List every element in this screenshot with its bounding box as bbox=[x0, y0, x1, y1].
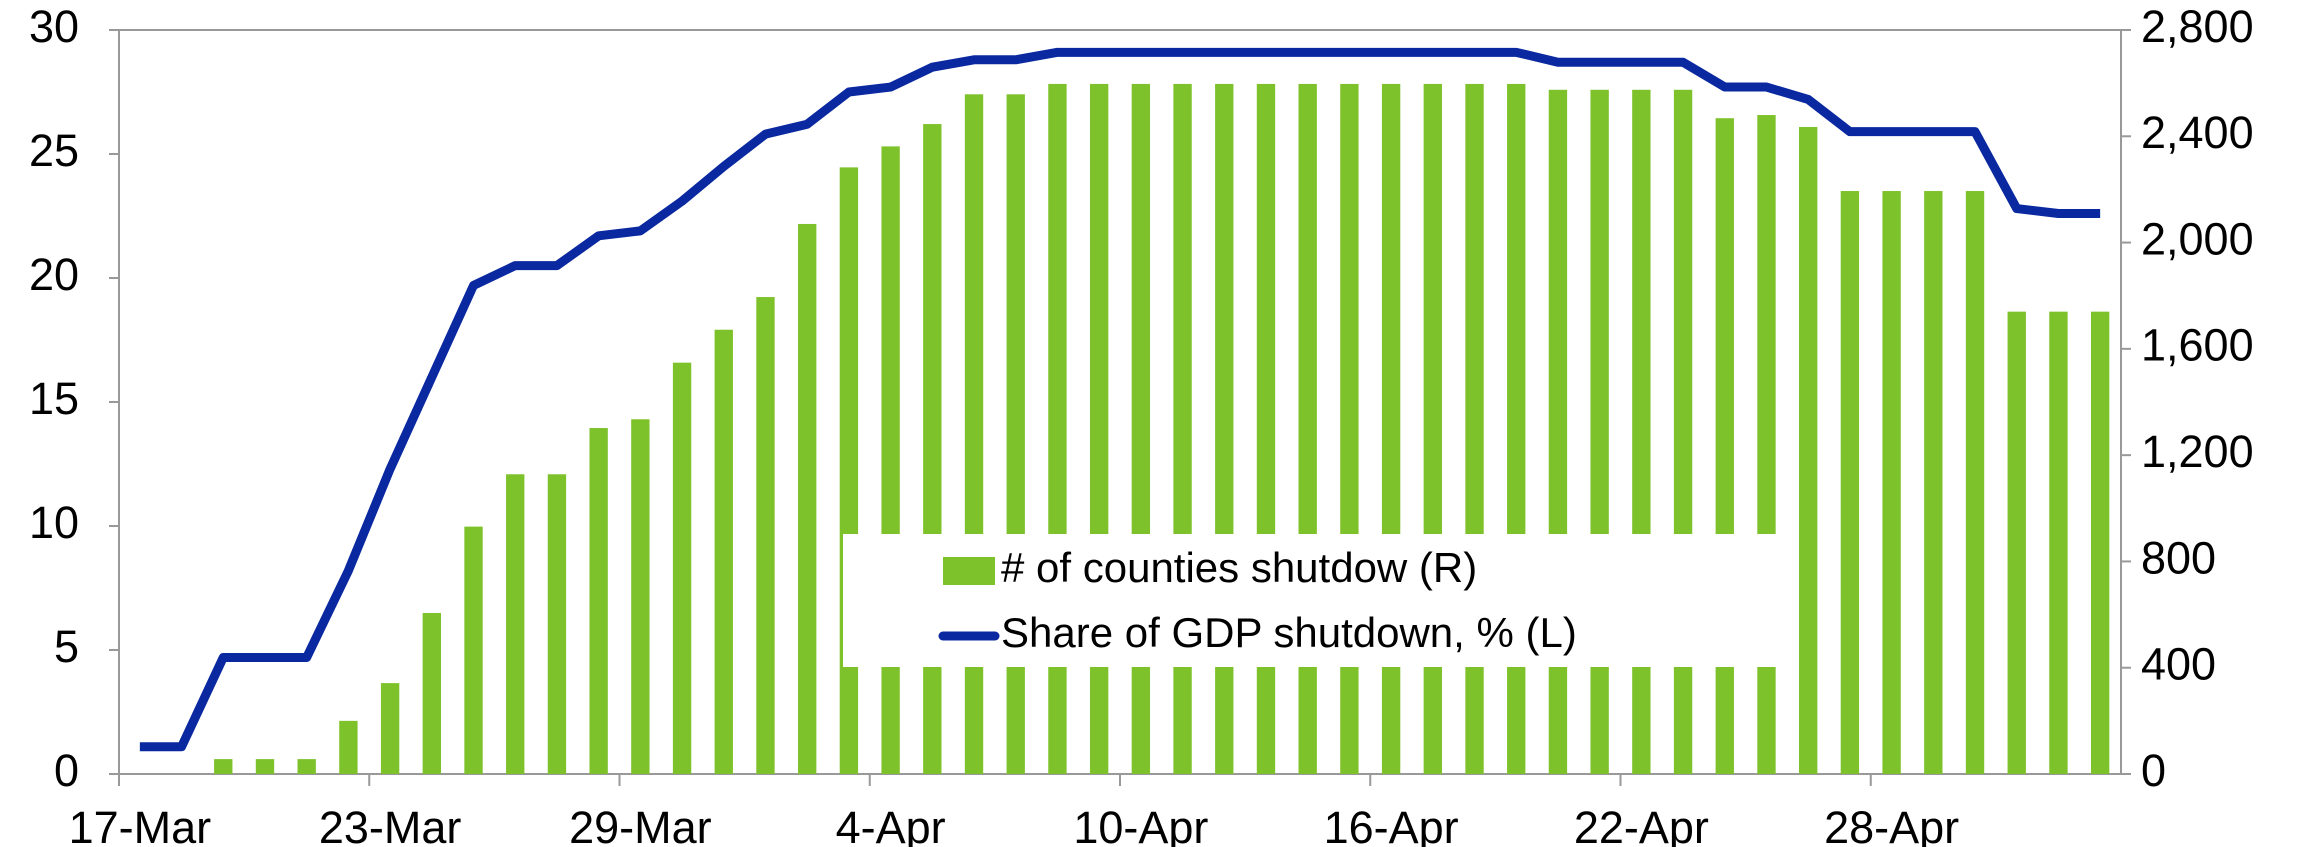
bar bbox=[1757, 115, 1776, 775]
x-tick-label: 28-Apr bbox=[1824, 802, 1959, 847]
bar bbox=[1465, 83, 1484, 774]
bar bbox=[1256, 83, 1276, 774]
bar bbox=[1715, 118, 1734, 774]
bar bbox=[2090, 311, 2110, 774]
bar bbox=[1632, 89, 1651, 775]
y2-tick-label: 400 bbox=[2141, 639, 2216, 690]
bar bbox=[214, 759, 233, 774]
y-tick-label: 10 bbox=[29, 497, 79, 548]
bar bbox=[1924, 191, 1943, 775]
bar bbox=[881, 146, 900, 774]
legend-label: # of counties shutdow (R) bbox=[1001, 544, 1477, 591]
x-tick-label: 17-Mar bbox=[69, 802, 212, 847]
bar bbox=[631, 419, 650, 774]
bar bbox=[1215, 83, 1234, 774]
y-tick-label: 30 bbox=[29, 1, 79, 52]
bar bbox=[2007, 311, 2026, 774]
bar bbox=[1590, 89, 1609, 775]
bar bbox=[506, 474, 525, 774]
bar bbox=[964, 94, 984, 774]
bar bbox=[839, 167, 859, 775]
bar bbox=[1965, 191, 1985, 775]
bar bbox=[1507, 83, 1526, 774]
bar bbox=[1673, 89, 1693, 775]
bar bbox=[1340, 83, 1359, 774]
bar bbox=[380, 683, 400, 774]
legend-box bbox=[843, 534, 1776, 667]
y-tick-label: 20 bbox=[29, 249, 79, 300]
y-tick-label: 0 bbox=[54, 745, 79, 796]
bar bbox=[339, 720, 358, 774]
bar bbox=[297, 759, 316, 774]
bar bbox=[923, 124, 942, 774]
bar bbox=[756, 297, 775, 774]
x-tick-label: 10-Apr bbox=[1073, 802, 1208, 847]
y-tick-label: 25 bbox=[29, 125, 79, 176]
y2-tick-label: 800 bbox=[2141, 532, 2216, 583]
bar bbox=[1799, 126, 1818, 774]
x-tick-label: 23-Mar bbox=[319, 802, 462, 847]
bar bbox=[714, 329, 733, 774]
x-tick-label: 22-Apr bbox=[1574, 802, 1709, 847]
bar bbox=[1548, 89, 1568, 775]
bar bbox=[2049, 311, 2068, 774]
bar bbox=[547, 474, 567, 774]
x-tick-label: 4-Apr bbox=[836, 802, 946, 847]
y2-tick-label: 1,600 bbox=[2141, 320, 2254, 371]
legend-label: Share of GDP shutdown, % (L) bbox=[1001, 609, 1577, 656]
bar bbox=[1173, 83, 1192, 774]
bar bbox=[1840, 191, 1860, 775]
y2-tick-label: 0 bbox=[2141, 745, 2166, 796]
y2-tick-label: 1,200 bbox=[2141, 426, 2254, 477]
bar bbox=[1048, 83, 1067, 774]
bar bbox=[1006, 94, 1025, 774]
bar bbox=[1131, 83, 1151, 774]
bar bbox=[255, 759, 275, 774]
y-tick-label: 15 bbox=[29, 373, 79, 424]
bar bbox=[1298, 83, 1317, 774]
bar bbox=[798, 223, 817, 774]
bar bbox=[464, 526, 483, 774]
bar bbox=[1423, 83, 1442, 774]
y2-tick-label: 2,800 bbox=[2141, 1, 2254, 52]
y-tick-label: 5 bbox=[54, 621, 79, 672]
bar bbox=[672, 362, 692, 774]
bar bbox=[1381, 83, 1401, 774]
bar bbox=[422, 612, 441, 774]
x-tick-label: 16-Apr bbox=[1324, 802, 1459, 847]
bar bbox=[1089, 83, 1109, 774]
y2-tick-label: 2,000 bbox=[2141, 213, 2254, 264]
bar bbox=[589, 428, 608, 774]
x-tick-label: 29-Mar bbox=[569, 802, 712, 847]
legend-swatch bbox=[943, 557, 995, 585]
bar bbox=[1882, 191, 1901, 775]
y2-tick-label: 2,400 bbox=[2141, 107, 2254, 158]
line bbox=[139, 47, 2101, 752]
